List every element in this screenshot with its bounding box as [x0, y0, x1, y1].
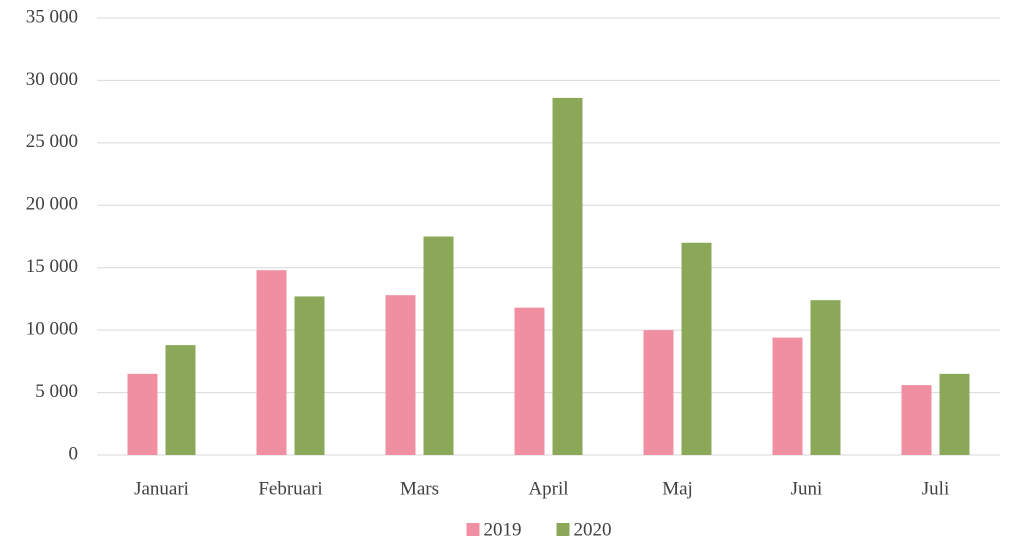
bar — [901, 385, 932, 455]
y-tick-label: 30 000 — [26, 69, 78, 90]
bar — [385, 295, 416, 455]
x-tick-label: Juli — [922, 478, 949, 499]
bar — [423, 236, 454, 455]
bar — [127, 373, 158, 455]
y-tick-label: 15 000 — [26, 256, 78, 277]
bar — [165, 345, 196, 455]
bar — [681, 242, 712, 455]
y-tick-label: 35 000 — [26, 6, 78, 27]
bar — [256, 270, 287, 455]
y-tick-label: 20 000 — [26, 194, 78, 215]
y-tick-label: 25 000 — [26, 131, 78, 152]
y-tick-label: 10 000 — [26, 319, 78, 340]
x-tick-label: April — [528, 478, 568, 499]
bar — [514, 307, 545, 455]
bar — [294, 296, 325, 455]
y-tick-label: 5 000 — [35, 381, 78, 402]
x-tick-label: Maj — [662, 478, 693, 499]
x-tick-label: Februari — [258, 478, 322, 499]
bar — [552, 97, 583, 455]
bar — [772, 337, 803, 455]
legend-label: 2019 — [484, 519, 522, 540]
bar — [810, 300, 841, 455]
legend-swatch — [466, 523, 480, 536]
legend-label: 2020 — [574, 519, 612, 540]
x-tick-label: Januari — [134, 478, 189, 499]
x-tick-label: Mars — [400, 478, 439, 499]
bar — [939, 373, 970, 455]
x-tick-label: Juni — [791, 478, 823, 499]
y-tick-label: 0 — [69, 443, 79, 464]
bar — [643, 330, 674, 455]
legend-swatch — [556, 523, 570, 536]
